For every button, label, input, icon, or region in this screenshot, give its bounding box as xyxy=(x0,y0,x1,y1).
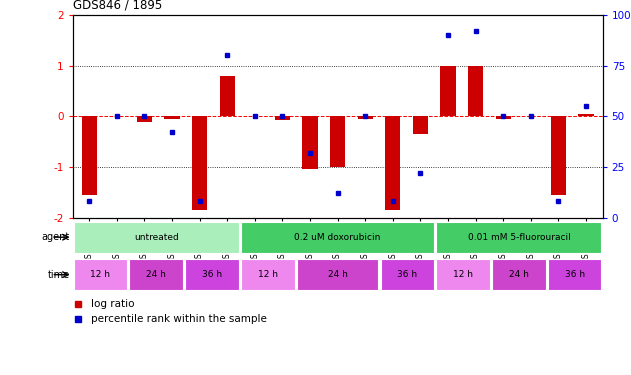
Bar xyxy=(74,260,127,290)
Bar xyxy=(164,116,180,119)
Text: 36 h: 36 h xyxy=(565,270,585,279)
Bar xyxy=(74,222,239,252)
Text: untreated: untreated xyxy=(134,232,179,242)
Text: 0.2 uM doxorubicin: 0.2 uM doxorubicin xyxy=(295,232,380,242)
Bar xyxy=(137,116,152,122)
Text: 36 h: 36 h xyxy=(398,270,417,279)
Bar xyxy=(437,260,490,290)
Text: 36 h: 36 h xyxy=(202,270,222,279)
Bar xyxy=(241,222,434,252)
Text: 12 h: 12 h xyxy=(258,270,278,279)
Bar xyxy=(548,260,601,290)
Bar xyxy=(186,260,239,290)
Bar xyxy=(297,260,379,290)
Text: percentile rank within the sample: percentile rank within the sample xyxy=(91,314,267,324)
Bar xyxy=(330,116,345,167)
Text: GDS846 / 1895: GDS846 / 1895 xyxy=(73,0,162,11)
Text: time: time xyxy=(47,270,69,280)
Bar xyxy=(385,116,401,210)
Text: 0.01 mM 5-fluorouracil: 0.01 mM 5-fluorouracil xyxy=(468,232,570,242)
Bar xyxy=(81,116,97,195)
Text: 12 h: 12 h xyxy=(90,270,110,279)
Bar xyxy=(495,116,511,119)
Bar xyxy=(468,66,483,116)
Bar xyxy=(413,116,428,134)
Bar xyxy=(579,114,594,116)
Text: log ratio: log ratio xyxy=(91,299,134,309)
Bar xyxy=(358,116,373,119)
Bar xyxy=(220,76,235,116)
Bar xyxy=(440,66,456,116)
Bar xyxy=(492,260,546,290)
Bar xyxy=(129,260,183,290)
Bar xyxy=(274,116,290,120)
Bar xyxy=(551,116,566,195)
Bar xyxy=(380,260,434,290)
Text: 12 h: 12 h xyxy=(453,270,473,279)
Text: 24 h: 24 h xyxy=(509,270,529,279)
Bar xyxy=(192,116,207,210)
Bar xyxy=(437,222,601,252)
Bar xyxy=(302,116,317,170)
Text: 24 h: 24 h xyxy=(327,270,348,279)
Text: 24 h: 24 h xyxy=(146,270,166,279)
Bar xyxy=(241,260,295,290)
Text: agent: agent xyxy=(41,232,69,242)
